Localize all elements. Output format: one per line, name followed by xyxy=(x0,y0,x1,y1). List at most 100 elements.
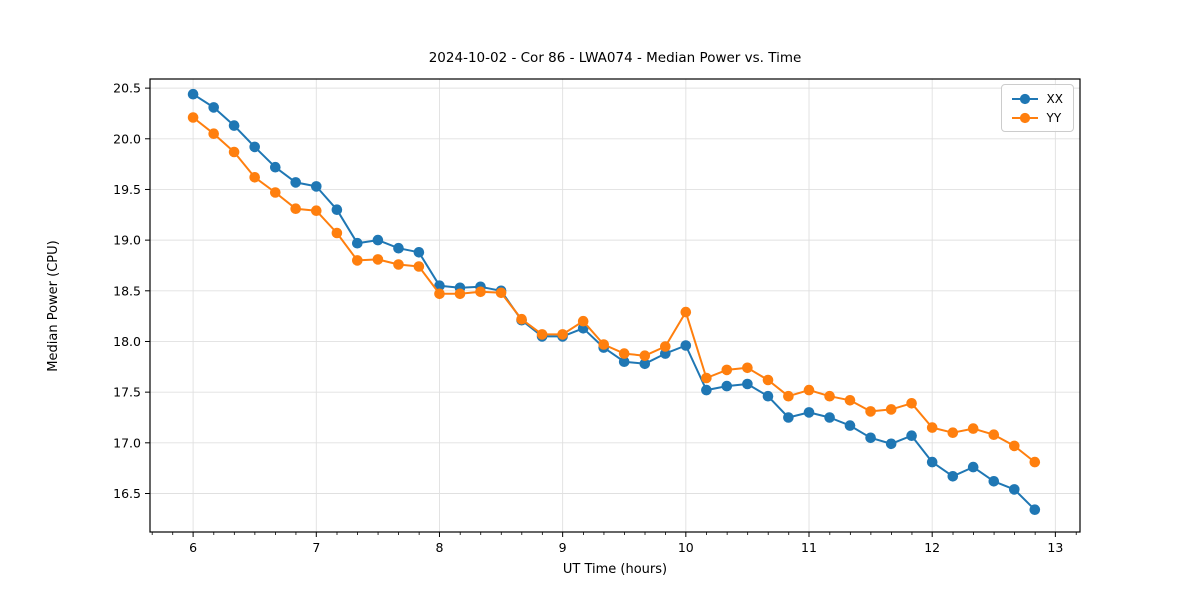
data-point-yy xyxy=(557,329,568,340)
data-point-xx xyxy=(701,384,712,396)
y-tick-label: 16.5 xyxy=(113,486,141,501)
legend: XX YY xyxy=(1000,84,1074,132)
x-tick-label: 11 xyxy=(801,540,817,555)
data-point-xx xyxy=(967,461,979,473)
data-point-xx xyxy=(844,420,856,431)
data-point-yy xyxy=(249,172,260,183)
data-point-xx xyxy=(270,161,281,173)
data-point-yy xyxy=(762,374,774,386)
y-axis-label: Median Power (CPU) xyxy=(46,240,61,372)
series-xx-line xyxy=(192,93,1036,511)
data-point-xx xyxy=(762,390,774,402)
data-point-xx xyxy=(208,102,219,113)
data-point-yy xyxy=(187,112,199,123)
data-point-yy xyxy=(372,254,384,265)
x-tick-label: 8 xyxy=(435,540,443,555)
data-point-yy xyxy=(742,362,753,374)
data-point-yy xyxy=(290,203,302,214)
data-point-yy xyxy=(865,406,876,417)
data-point-yy xyxy=(1029,456,1041,468)
data-point-yy xyxy=(680,306,692,318)
data-point-xx xyxy=(824,412,835,423)
data-point-xx xyxy=(393,242,404,254)
y-tick-label: 19.5 xyxy=(113,182,141,197)
data-point-xx xyxy=(721,380,733,392)
data-point-yy xyxy=(475,286,486,298)
data-point-yy xyxy=(639,350,651,362)
data-point-xx xyxy=(187,88,199,100)
data-point-xx xyxy=(680,340,692,351)
data-point-xx xyxy=(331,204,343,215)
x-tick-label: 12 xyxy=(924,540,940,555)
data-point-xx xyxy=(1009,484,1020,495)
data-point-yy xyxy=(311,205,322,216)
data-point-xx xyxy=(249,141,260,153)
data-point-yy xyxy=(824,390,835,402)
x-tick-label: 6 xyxy=(189,540,197,555)
x-minor-ticks xyxy=(151,532,1077,535)
data-point-xx xyxy=(865,432,876,444)
data-point-yy xyxy=(270,187,281,198)
data-point-xx xyxy=(1029,504,1041,515)
data-point-yy xyxy=(577,315,589,327)
data-point-yy xyxy=(434,288,445,300)
legend-item-xx: XX xyxy=(1010,90,1063,107)
data-point-xx xyxy=(803,407,815,418)
data-point-yy xyxy=(618,348,630,359)
data-point-xx xyxy=(372,234,384,246)
data-point-xx xyxy=(906,430,917,442)
legend-line-xx-icon xyxy=(1011,93,1038,104)
y-tick-label: 17.5 xyxy=(113,385,141,400)
data-point-yy xyxy=(454,288,466,300)
data-point-yy xyxy=(885,404,897,415)
data-point-xx xyxy=(885,438,897,450)
data-point-yy xyxy=(393,259,404,270)
data-point-yy xyxy=(803,384,815,396)
data-point-yy xyxy=(721,364,733,376)
data-point-xx xyxy=(228,120,240,131)
data-point-xx xyxy=(947,471,959,482)
data-point-yy xyxy=(701,372,712,384)
data-point-xx xyxy=(639,358,651,370)
x-tick-label: 7 xyxy=(312,540,320,555)
legend-item-yy: YY xyxy=(1010,109,1063,126)
x-tick-label: 10 xyxy=(678,540,694,555)
data-point-yy xyxy=(495,287,507,299)
y-tick-label: 20.0 xyxy=(113,131,141,146)
data-point-yy xyxy=(1009,440,1020,452)
data-point-yy xyxy=(844,395,856,406)
x-axis-ticks: 6 7 8 9 10 11 12 13 xyxy=(189,532,1063,555)
data-point-yy xyxy=(536,329,548,340)
y-tick-label: 18.0 xyxy=(113,334,141,349)
data-point-yy xyxy=(331,227,343,239)
series-yy-line xyxy=(192,116,1036,463)
grid-lines xyxy=(150,79,1080,532)
data-point-yy xyxy=(988,429,1000,441)
data-point-yy xyxy=(516,313,527,325)
x-tick-label: 9 xyxy=(559,540,567,555)
x-tick-label: 13 xyxy=(1047,540,1063,555)
y-tick-label: 18.5 xyxy=(113,283,141,298)
y-tick-label: 19.0 xyxy=(113,233,141,248)
data-point-xx xyxy=(926,456,938,468)
data-point-xx xyxy=(311,181,322,192)
data-point-yy xyxy=(228,146,240,158)
data-point-yy xyxy=(660,341,671,352)
x-axis-label: UT Time (hours) xyxy=(562,562,668,577)
data-point-xx xyxy=(352,237,363,249)
legend-line-yy-icon xyxy=(1011,112,1038,123)
data-point-yy xyxy=(926,422,938,433)
data-point-yy xyxy=(208,128,219,139)
legend-label-yy: YY xyxy=(1046,110,1062,125)
data-point-xx xyxy=(413,247,425,258)
data-point-xx xyxy=(618,356,630,368)
legend-label-xx: XX xyxy=(1046,91,1063,106)
series-xx xyxy=(187,88,1041,515)
y-tick-label: 20.5 xyxy=(113,81,141,96)
y-axis-ticks: 16.5 17.0 17.5 18.0 18.5 19.0 19.5 20.0 20.5 xyxy=(113,81,150,501)
data-point-xx xyxy=(988,476,1000,487)
data-point-yy xyxy=(352,255,363,266)
data-point-xx xyxy=(434,280,445,292)
